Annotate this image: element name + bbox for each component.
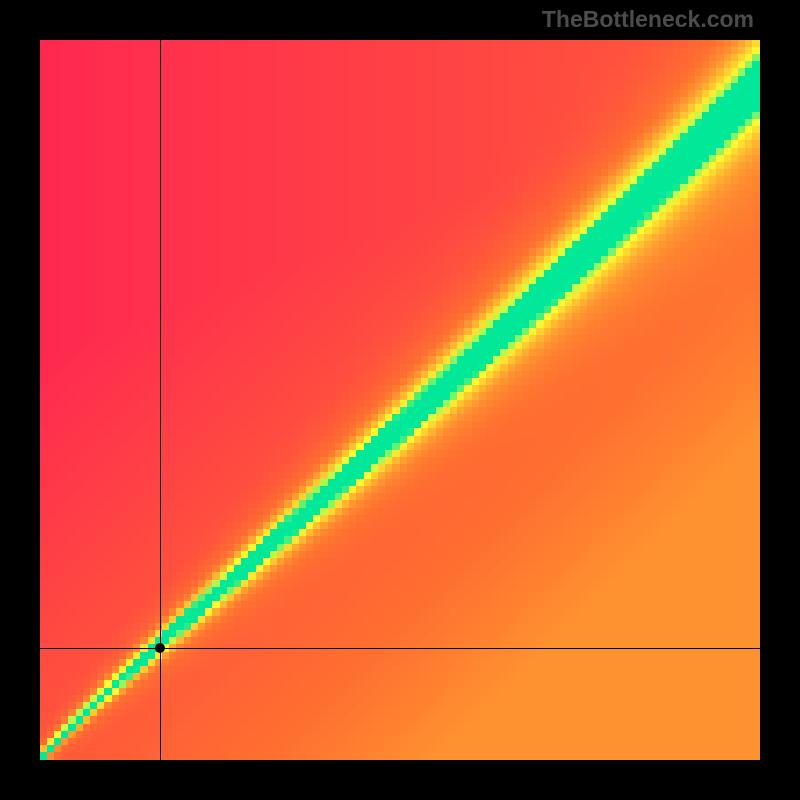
crosshair-horizontal: [40, 648, 760, 649]
chart-container: { "watermark": "TheBottleneck.com", "typ…: [0, 0, 800, 800]
watermark-label: TheBottleneck.com: [542, 6, 754, 33]
heatmap-canvas: [40, 40, 760, 760]
crosshair-marker: [155, 643, 165, 653]
heatmap-plot: [40, 40, 760, 760]
